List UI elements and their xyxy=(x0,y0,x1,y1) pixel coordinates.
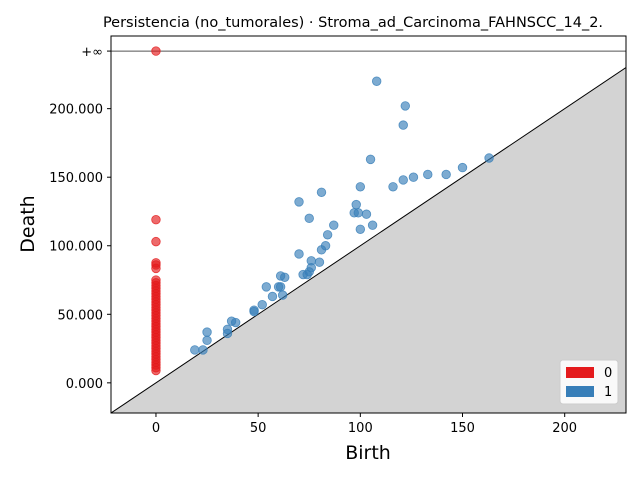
x-tick-label-3: 150 xyxy=(450,421,475,436)
legend: 01 xyxy=(559,359,619,405)
point-h1-37 xyxy=(267,291,278,302)
x-tick-label-1: 50 xyxy=(250,421,267,436)
point-h1-4 xyxy=(365,154,376,165)
y-tick-label-0: 0.000 xyxy=(66,377,103,392)
point-h1-47 xyxy=(202,335,212,346)
point-h1-24 xyxy=(316,245,327,255)
point-h1-6 xyxy=(423,169,433,180)
x-tick-label-4: 200 xyxy=(552,421,577,436)
point-h1-10 xyxy=(355,182,366,192)
point-h1-25 xyxy=(294,249,304,259)
point-h0-0 xyxy=(151,46,161,56)
point-h1-31 xyxy=(302,269,312,280)
y-tick-label-4: 200.000 xyxy=(49,103,103,118)
y-tick-label-3: 150.000 xyxy=(49,171,103,186)
point-h1-43 xyxy=(230,317,241,328)
points-group xyxy=(151,46,494,376)
point-h0-2 xyxy=(151,236,161,247)
point-h1-39 xyxy=(257,299,267,310)
point-h1-41 xyxy=(249,306,259,317)
point-h1-13 xyxy=(294,197,304,207)
plot-area: 0 50 100 150 200 0.000 50.000 100.000 150.000 200… xyxy=(49,35,627,436)
y-tick-label-2: 100.000 xyxy=(49,240,103,255)
point-h1-22 xyxy=(322,230,333,240)
axes-frame xyxy=(110,35,627,414)
y-tick-label-infinity: +∞ xyxy=(81,45,103,60)
point-h1-19 xyxy=(367,220,378,230)
chart-title: Persistencia (no_tumorales) · Stroma_ad_… xyxy=(103,15,603,31)
legend-swatch-0 xyxy=(566,367,594,378)
point-h1-48 xyxy=(190,345,200,355)
point-h1-11 xyxy=(388,182,398,192)
point-h1-46 xyxy=(222,328,233,339)
legend-label-0: 0 xyxy=(604,366,612,381)
diagonal-group xyxy=(111,67,626,413)
point-h1-16 xyxy=(353,208,363,218)
point-h0-1 xyxy=(151,215,161,225)
point-h0-5 xyxy=(151,263,161,274)
point-h1-18 xyxy=(304,213,314,224)
point-h0-39 xyxy=(151,365,161,376)
y-axis-label: Death xyxy=(17,195,39,252)
point-h1-33 xyxy=(280,272,290,282)
point-h1-49 xyxy=(198,345,208,355)
point-h1-20 xyxy=(329,220,339,230)
point-h1-38 xyxy=(277,290,288,300)
point-h1-17 xyxy=(361,209,372,219)
point-h1-2 xyxy=(398,120,408,130)
diagonal-line xyxy=(111,67,626,413)
point-h1-36 xyxy=(275,282,286,292)
point-h1-12 xyxy=(316,187,327,197)
point-h1-1 xyxy=(400,101,410,111)
point-h1-34 xyxy=(261,282,272,292)
point-h1-3 xyxy=(484,153,494,163)
point-h1-0 xyxy=(371,76,382,86)
x-axis-label: Birth xyxy=(345,442,391,464)
point-h1-8 xyxy=(408,172,419,182)
point-h1-27 xyxy=(314,257,325,267)
y-tick-label-1: 50.000 xyxy=(58,308,104,323)
legend-swatch-1 xyxy=(566,386,594,397)
x-tick-label-0: 0 xyxy=(152,421,160,436)
point-h1-21 xyxy=(355,224,366,234)
point-h1-5 xyxy=(457,162,468,173)
point-h1-45 xyxy=(202,327,212,337)
point-h1-7 xyxy=(441,169,451,180)
point-h1-9 xyxy=(398,175,408,185)
point-h1-14 xyxy=(351,199,361,210)
x-tick-label-2: 100 xyxy=(348,421,373,436)
legend-label-1: 1 xyxy=(604,385,612,400)
